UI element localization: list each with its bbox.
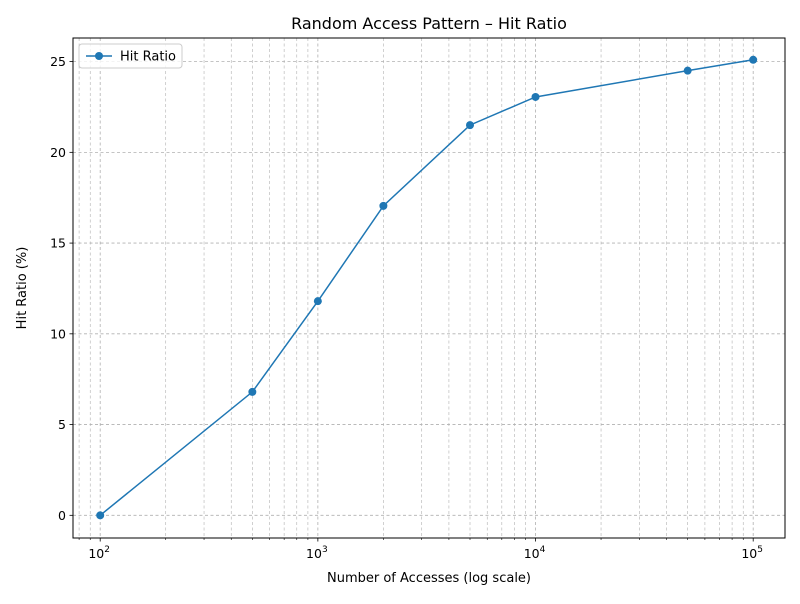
data-point — [466, 121, 475, 130]
data-point — [531, 92, 540, 101]
data-point — [96, 511, 105, 520]
y-axis-label: Hit Ratio (%) — [15, 247, 30, 330]
y-tick-label: 25 — [50, 54, 66, 69]
data-point — [749, 55, 758, 64]
y-tick-label: 10 — [50, 326, 66, 341]
y-tick-label: 5 — [58, 417, 66, 432]
data-point — [248, 387, 257, 396]
x-tick-label: 103 — [306, 545, 328, 561]
x-tick-label: 102 — [88, 545, 110, 561]
axis-ticks: 0 5 10 15 20 25 102 103 104 105 — [50, 54, 763, 561]
legend-marker-swatch — [95, 52, 103, 60]
legend: Hit Ratio — [78, 43, 183, 69]
y-tick-label: 20 — [50, 145, 66, 160]
x-tick-label: 105 — [741, 545, 763, 561]
legend-box — [78, 43, 183, 69]
chart-title: Random Access Pattern – Hit Ratio — [291, 14, 567, 33]
grid — [73, 38, 785, 538]
y-tick-label: 15 — [50, 236, 66, 251]
legend-label: Hit Ratio — [120, 50, 176, 65]
series-layer — [96, 55, 758, 520]
data-point — [313, 297, 322, 306]
data-point — [379, 201, 388, 210]
x-tick-label: 104 — [524, 545, 546, 561]
plot-frame — [72, 37, 786, 539]
y-tick-label: 0 — [58, 508, 66, 523]
series-line — [99, 59, 754, 516]
data-point — [683, 66, 692, 75]
x-axis-label: Number of Accesses (log scale) — [327, 571, 531, 586]
